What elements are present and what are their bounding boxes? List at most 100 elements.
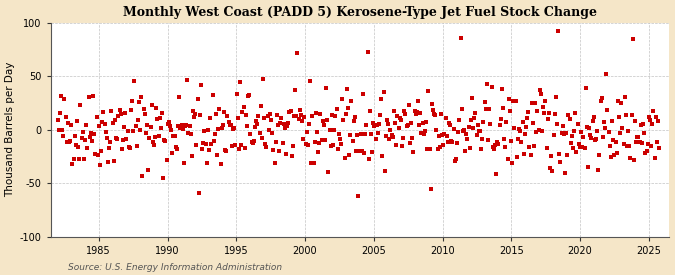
Point [612, 150, 622, 155]
Point [550, 95, 561, 99]
Point [201, 161, 212, 165]
Point [124, 146, 135, 150]
Point [242, 124, 252, 128]
Point [279, 126, 290, 131]
Point [212, 153, 223, 158]
Point [262, 114, 273, 118]
Point [431, 128, 442, 132]
Point [229, 125, 240, 130]
Point [408, 150, 418, 154]
Point [83, 95, 94, 100]
Point [281, 152, 292, 156]
Point [639, 131, 649, 135]
Point [298, 137, 308, 142]
Point [88, 94, 99, 98]
Point [516, 140, 526, 144]
Point [170, 145, 181, 149]
Point [213, 127, 223, 131]
Point [392, 114, 403, 118]
Point [78, 157, 89, 161]
Point [240, 112, 251, 117]
Point [283, 121, 294, 125]
Point [344, 153, 354, 157]
Point [620, 113, 631, 117]
Point [217, 122, 228, 127]
Point [215, 162, 226, 166]
Point [553, 29, 564, 34]
Point [116, 147, 127, 152]
Point [637, 141, 647, 146]
Point [255, 104, 266, 108]
Point [571, 150, 582, 155]
Point [437, 132, 448, 137]
Point [545, 166, 556, 170]
Point [561, 131, 572, 136]
Point [523, 110, 534, 114]
Point [332, 147, 343, 151]
Point [378, 90, 389, 94]
Point [204, 148, 215, 152]
Point [473, 129, 484, 134]
Point [290, 88, 300, 92]
Point [66, 123, 77, 127]
Point [291, 114, 302, 118]
Point [452, 141, 462, 146]
Point [389, 120, 400, 125]
Point [619, 94, 630, 99]
Point [157, 111, 167, 115]
Point [381, 134, 392, 138]
Point [396, 143, 407, 148]
Point [150, 135, 161, 139]
Point [549, 111, 560, 116]
Point [268, 147, 279, 152]
Point [214, 106, 225, 111]
Point [504, 96, 514, 101]
Point [148, 143, 159, 147]
Point [377, 153, 388, 158]
Point [246, 140, 257, 144]
Point [55, 111, 65, 116]
Point [304, 122, 315, 126]
Point [107, 121, 118, 125]
Point [185, 132, 196, 136]
Point [234, 147, 244, 151]
Point [171, 147, 182, 151]
Point [404, 141, 415, 145]
Point [292, 51, 303, 55]
Point [492, 140, 503, 144]
Point [299, 115, 310, 119]
Point [642, 142, 653, 147]
Point [518, 152, 529, 156]
Point [612, 98, 623, 103]
Point [578, 134, 589, 139]
Point [97, 119, 108, 124]
Point [78, 130, 88, 134]
Point [63, 140, 74, 144]
Point [117, 138, 128, 142]
Point [205, 116, 215, 120]
Point [113, 114, 124, 118]
Point [566, 134, 577, 138]
Point [267, 131, 277, 135]
Point [230, 143, 241, 148]
Point [219, 110, 230, 115]
Point [101, 130, 111, 134]
Point [414, 123, 425, 127]
Point [487, 145, 498, 150]
Point [190, 112, 200, 117]
Point [649, 156, 660, 160]
Point [445, 123, 456, 127]
Point [466, 117, 477, 122]
Point [248, 139, 259, 143]
Point [184, 124, 195, 128]
Point [407, 136, 418, 140]
Point [615, 131, 626, 136]
Point [508, 99, 518, 104]
Point [52, 118, 63, 122]
Point [345, 133, 356, 137]
Point [502, 156, 513, 161]
Point [427, 108, 438, 112]
Point [519, 132, 530, 137]
Point [196, 83, 207, 87]
Point [401, 124, 412, 128]
